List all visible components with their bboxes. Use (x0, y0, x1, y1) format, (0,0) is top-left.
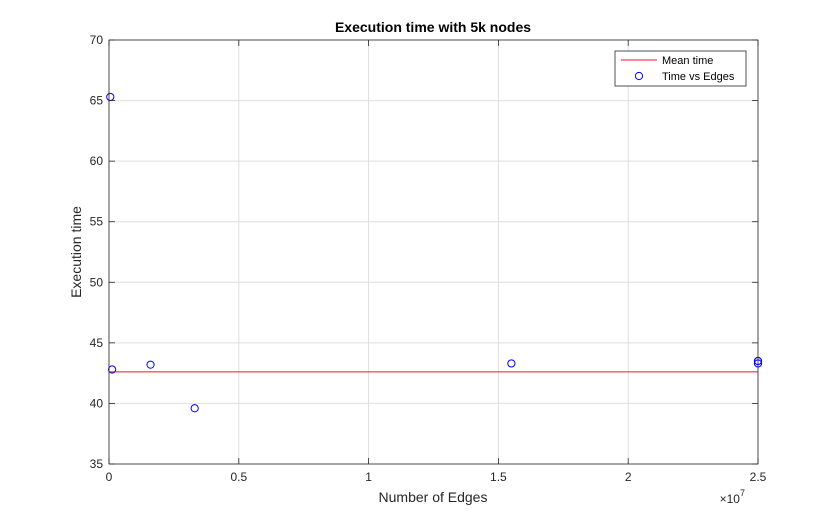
legend-time-vs-edges-label: Time vs Edges (662, 71, 735, 83)
y-tick-label: 55 (90, 215, 104, 229)
y-tick-label: 35 (90, 457, 104, 471)
y-tick-label: 70 (90, 33, 104, 47)
x-tick-label: 1 (365, 470, 372, 484)
x-tick-label: 2 (625, 470, 632, 484)
y-tick-label: 45 (90, 336, 104, 350)
x-axis-exponent-base: ×10 (720, 492, 741, 506)
legend-box (614, 50, 747, 87)
y-tick-label: 40 (90, 396, 104, 410)
data-point (190, 404, 199, 413)
chart-title: Execution time with 5k nodes (335, 19, 531, 35)
x-tick-label: 0 (106, 470, 113, 484)
legend[interactable]: Mean time Time vs Edges (614, 50, 747, 87)
x-tick-label: 0.5 (230, 470, 247, 484)
legend-time-vs-edges-swatch (634, 71, 644, 81)
x-tick-label: 1.5 (490, 470, 507, 484)
plot-background (109, 40, 758, 464)
y-tick-label: 60 (90, 154, 104, 168)
x-axis-label: Number of Edges (379, 489, 488, 505)
data-point (108, 365, 117, 374)
ticks: 0 0.5 1 1.5 2 2.5 35 40 45 50 55 60 65 70 (90, 33, 767, 484)
x-tick-label: 2.5 (750, 470, 767, 484)
x-axis-exponent: ×107 (720, 488, 745, 506)
y-tick-label: 65 (90, 94, 104, 108)
legend-mean-time-label: Mean time (662, 55, 713, 67)
y-tick-label: 50 (90, 275, 104, 289)
y-axis-label: Execution time (68, 206, 84, 298)
data-point (146, 360, 155, 369)
plot-frame (108, 39, 759, 465)
data-point (507, 359, 516, 368)
x-axis-exponent-power: 7 (740, 488, 745, 498)
